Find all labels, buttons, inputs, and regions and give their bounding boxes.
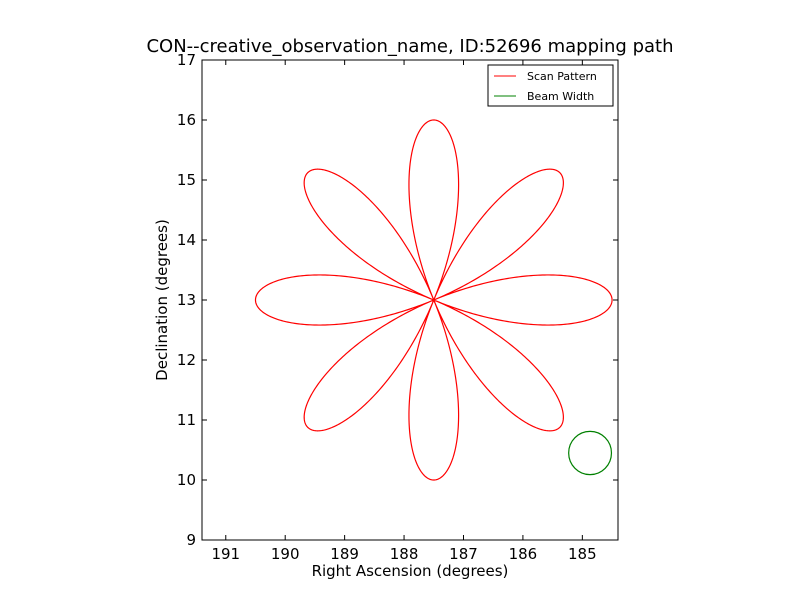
x-tick-label: 187 bbox=[449, 545, 478, 563]
x-tick-label: 185 bbox=[568, 545, 597, 563]
legend-label-beam-width: Beam Width bbox=[527, 90, 594, 103]
y-axis-ticks: 9 10 11 12 13 14 15 16 17 bbox=[177, 51, 618, 549]
y-tick-label: 17 bbox=[177, 51, 196, 69]
beam-width-circle bbox=[568, 430, 613, 476]
y-axis-label: Declination (degrees) bbox=[153, 219, 171, 381]
scan-pattern-line bbox=[254, 119, 613, 481]
legend-box bbox=[487, 64, 614, 107]
y-tick-label: 15 bbox=[177, 171, 196, 189]
legend: Scan Pattern Beam Width bbox=[487, 64, 614, 107]
y-tick-label: 10 bbox=[177, 471, 196, 489]
x-axis-ticks: 191 190 189 188 187 186 185 bbox=[211, 60, 597, 563]
x-tick-label: 190 bbox=[271, 545, 300, 563]
legend-label-scan-pattern: Scan Pattern bbox=[527, 70, 597, 83]
chart-title: CON--creative_observation_name, ID:52696… bbox=[146, 36, 673, 57]
x-tick-label: 189 bbox=[330, 545, 359, 563]
y-tick-label: 14 bbox=[177, 231, 196, 249]
y-tick-label: 16 bbox=[177, 111, 196, 129]
plot-background bbox=[202, 60, 618, 540]
plot-area bbox=[201, 59, 619, 541]
beam-layer bbox=[568, 430, 613, 476]
y-tick-label: 9 bbox=[186, 531, 196, 549]
x-tick-label: 186 bbox=[509, 545, 538, 563]
y-tick-label: 12 bbox=[177, 351, 196, 369]
x-axis-label: Right Ascension (degrees) bbox=[312, 562, 509, 580]
y-tick-label: 11 bbox=[177, 411, 196, 429]
y-tick-label: 13 bbox=[177, 291, 196, 309]
x-tick-label: 188 bbox=[390, 545, 419, 563]
x-tick-label: 191 bbox=[211, 545, 240, 563]
scan-layer bbox=[254, 119, 613, 481]
